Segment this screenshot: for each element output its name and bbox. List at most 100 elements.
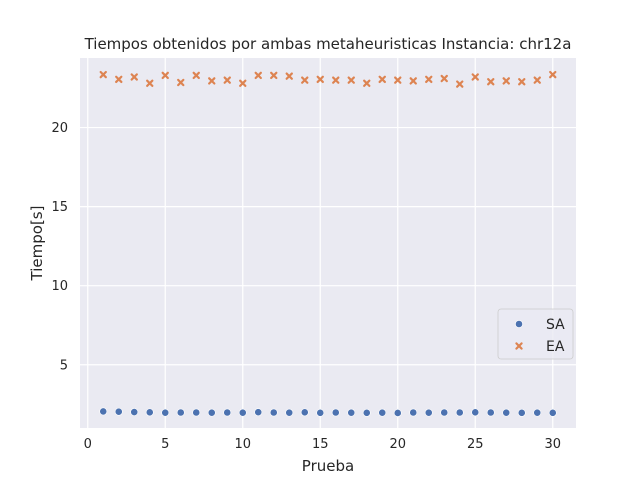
- point-sa: [114, 407, 123, 416]
- point-ea: [99, 70, 107, 79]
- point-sa: [409, 408, 418, 417]
- marker-stroke: [223, 76, 231, 84]
- point-sa: [238, 408, 247, 417]
- y-tick-label: 10: [51, 279, 68, 294]
- point-sa: [130, 408, 139, 416]
- point-sa: [331, 408, 340, 417]
- point-ea: [456, 80, 464, 88]
- marker-stroke: [502, 77, 510, 85]
- y-tick-label: 5: [60, 358, 68, 373]
- x-tick-label: 10: [234, 437, 251, 452]
- point-sa: [192, 408, 201, 417]
- point-ea: [223, 76, 231, 84]
- point-ea: [471, 73, 479, 81]
- x-tick-label: 20: [389, 437, 406, 452]
- point-ea: [409, 77, 417, 85]
- series-sa: [99, 407, 557, 417]
- marker-stroke: [285, 72, 293, 80]
- marker-stroke: [347, 76, 355, 84]
- point-sa: [161, 408, 170, 417]
- data-points: [99, 70, 557, 417]
- marker-stroke: [239, 79, 247, 87]
- point-sa: [99, 407, 108, 416]
- marker-stroke: [192, 71, 200, 80]
- marker-stroke: [115, 75, 123, 84]
- marker-stroke: [208, 77, 216, 85]
- point-ea: [208, 77, 216, 85]
- point-sa: [486, 408, 495, 417]
- marker-stroke: [440, 74, 448, 83]
- point-ea: [332, 76, 340, 84]
- point-sa: [347, 408, 356, 417]
- y-tick-labels: 5 10 15 20: [51, 121, 68, 373]
- x-tick-label: 15: [312, 437, 329, 452]
- marker-stroke: [316, 75, 324, 84]
- marker-stroke: [130, 73, 138, 81]
- x-tick-label: 0: [84, 437, 92, 452]
- marker-stroke: [549, 70, 557, 79]
- point-ea: [487, 78, 495, 86]
- plot-area: [80, 58, 576, 428]
- chart-title: Tiempos obtenidos por ambas metaheuristi…: [84, 35, 572, 53]
- marker-stroke: [363, 79, 371, 87]
- point-ea: [161, 71, 169, 80]
- marker-stroke: [471, 73, 479, 81]
- point-sa: [269, 408, 278, 417]
- point-ea: [285, 72, 293, 80]
- marker-stroke: [146, 79, 154, 87]
- point-sa: [145, 408, 154, 417]
- point-ea: [301, 76, 309, 84]
- marker-stroke: [487, 78, 495, 86]
- point-sa: [471, 408, 480, 417]
- point-sa: [223, 408, 232, 417]
- legend-label-ea: EA: [546, 339, 565, 355]
- marker-stroke: [533, 76, 541, 84]
- point-sa: [440, 408, 449, 417]
- point-ea: [425, 75, 433, 84]
- point-ea: [146, 79, 154, 87]
- marker-stroke: [332, 76, 340, 84]
- marker-stroke: [409, 77, 417, 85]
- point-ea: [270, 71, 278, 80]
- marker-stroke: [394, 76, 402, 84]
- marker-stroke: [270, 71, 278, 80]
- point-ea: [502, 77, 510, 85]
- point-ea: [192, 71, 200, 80]
- point-sa: [533, 408, 542, 417]
- point-sa: [424, 408, 433, 417]
- point-sa: [502, 408, 511, 417]
- marker-stroke: [161, 71, 169, 80]
- point-ea: [239, 79, 247, 87]
- point-ea: [177, 78, 185, 87]
- grid-lines: [80, 58, 576, 428]
- point-ea: [254, 71, 262, 80]
- series-ea: [99, 70, 557, 88]
- point-sa: [254, 408, 263, 417]
- marker-stroke: [515, 342, 523, 350]
- point-ea: [533, 76, 541, 84]
- point-ea: [316, 75, 324, 84]
- point-sa: [517, 408, 526, 417]
- x-axis-label: Prueba: [302, 457, 354, 475]
- point-ea: [378, 75, 386, 84]
- marker-stroke: [518, 78, 526, 86]
- x-tick-labels: 0 5 10 15 20 25 30: [84, 437, 561, 452]
- point-sa: [362, 408, 371, 417]
- point-sa: [548, 408, 557, 417]
- point-ea: [518, 78, 526, 86]
- marker-stroke: [378, 75, 386, 84]
- point-ea: [549, 70, 557, 79]
- point-ea: [130, 73, 138, 81]
- x-tick-label: 25: [467, 437, 484, 452]
- point-ea: [440, 74, 448, 83]
- point-sa: [455, 408, 464, 417]
- point-ea: [115, 75, 123, 84]
- legend-label-sa: SA: [546, 317, 565, 333]
- y-tick-label: 20: [51, 121, 68, 136]
- marker-stroke: [456, 80, 464, 88]
- point-ea: [363, 79, 371, 87]
- legend: SA EA: [497, 308, 574, 360]
- point-sa: [285, 408, 294, 417]
- marker-stroke: [301, 76, 309, 84]
